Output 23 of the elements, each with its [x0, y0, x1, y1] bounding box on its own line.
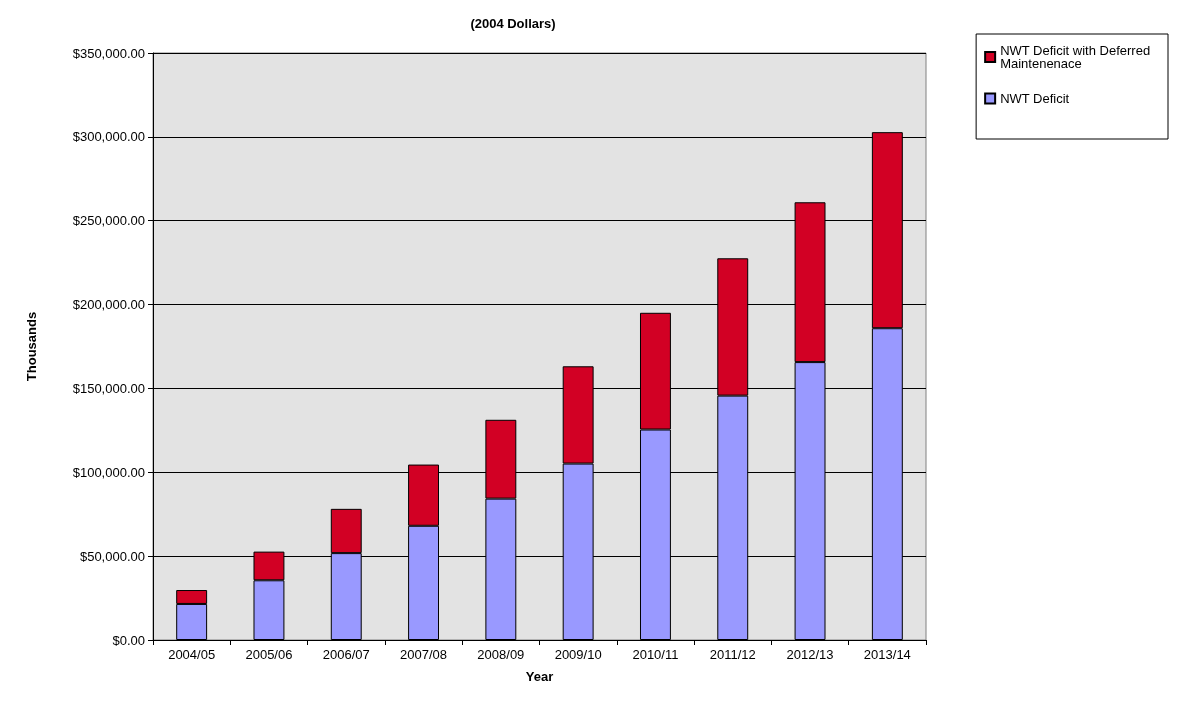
legend-label: NWT Deficit with Deferred Maintenenace — [1000, 43, 1154, 71]
x-axis-title: Year — [525, 669, 554, 684]
x-tick-label: 2010/11 — [632, 647, 679, 662]
x-tick-label: 2013/14 — [863, 647, 911, 662]
x-tick-label: 2005/06 — [245, 647, 293, 662]
y-axis-title: Thousands — [24, 311, 39, 382]
x-tick-label: 2009/10 — [554, 647, 602, 662]
y-tick-label: $150,000.00 — [72, 380, 145, 396]
y-tick-label: $350,000.00 — [72, 45, 145, 61]
x-tick-label: 2012/13 — [786, 647, 834, 662]
y-tick-label: $100,000.00 — [72, 464, 145, 480]
y-tick-label: $50,000.00 — [79, 548, 145, 564]
y-tick-label: $0.00 — [112, 632, 145, 648]
x-tick-label: 2008/09 — [477, 647, 525, 662]
y-tick-label: $250,000.00 — [72, 213, 145, 229]
x-tick-label: 2011/12 — [709, 647, 756, 662]
y-tick-label: $300,000.00 — [72, 129, 145, 145]
x-tick-label: 2004/05 — [168, 647, 216, 662]
chart-title: (2004 Dollars) — [470, 16, 556, 31]
x-tick-label: 2007/08 — [400, 647, 448, 662]
y-tick-label: $200,000.00 — [72, 297, 145, 313]
x-tick-label: 2006/07 — [322, 647, 370, 662]
legend-label: NWT Deficit — [1000, 91, 1070, 106]
